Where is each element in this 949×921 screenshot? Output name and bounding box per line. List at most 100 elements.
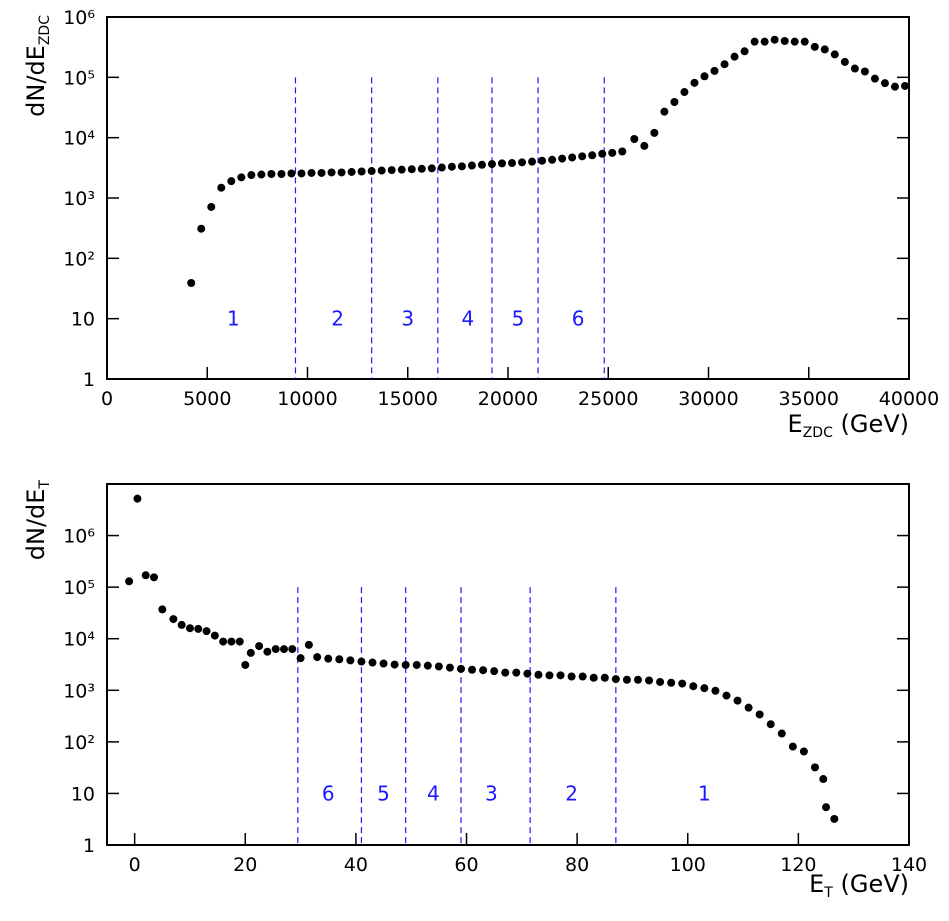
data-point xyxy=(630,135,639,144)
data-point xyxy=(417,164,426,173)
data-point xyxy=(598,149,607,158)
data-point xyxy=(241,660,250,669)
x-tick-label: 40000 xyxy=(879,388,939,410)
data-point xyxy=(133,494,142,503)
region-label: 2 xyxy=(565,781,578,805)
data-point xyxy=(820,45,829,54)
data-point xyxy=(680,88,689,97)
data-point xyxy=(534,670,543,679)
x-tick-label: 140 xyxy=(891,854,927,876)
data-point xyxy=(377,166,386,175)
data-point xyxy=(689,682,698,691)
data-point xyxy=(538,156,547,165)
y-tick-label: 10² xyxy=(63,732,95,754)
data-point xyxy=(288,645,297,654)
data-point xyxy=(227,637,236,646)
data-point xyxy=(645,676,654,685)
data-point xyxy=(640,141,649,150)
data-point xyxy=(390,660,399,669)
data-point xyxy=(690,78,699,87)
data-point xyxy=(600,673,609,682)
x-tick-label: 0 xyxy=(101,388,113,410)
region-label: 4 xyxy=(462,307,475,331)
y-tick-label: 10⁵ xyxy=(63,577,95,599)
data-point xyxy=(169,615,178,624)
data-point xyxy=(700,684,709,693)
data-point xyxy=(722,691,731,700)
region-label: 4 xyxy=(427,781,440,805)
data-point xyxy=(545,671,554,680)
y-tick-label: 10 xyxy=(71,783,95,805)
data-point xyxy=(622,675,631,684)
data-point xyxy=(558,154,567,163)
data-point xyxy=(860,67,869,76)
y-tick-label: 10⁶ xyxy=(63,7,95,29)
x-axis-label-text: E xyxy=(809,870,824,898)
data-point xyxy=(141,571,150,580)
region-label: 3 xyxy=(401,307,414,331)
data-point xyxy=(217,183,226,192)
data-point xyxy=(457,162,466,171)
data-point xyxy=(412,660,421,669)
data-point xyxy=(202,627,211,636)
y-axis-label: dN/dET xyxy=(22,480,53,561)
data-point xyxy=(733,696,742,705)
data-point xyxy=(427,164,436,173)
y-tick-label: 10⁴ xyxy=(63,128,95,150)
data-point xyxy=(227,177,236,186)
data-point xyxy=(304,640,313,649)
data-point xyxy=(407,165,416,174)
data-point xyxy=(548,155,557,164)
data-point xyxy=(207,202,216,211)
data-point xyxy=(327,168,336,177)
data-point xyxy=(900,81,909,90)
data-point xyxy=(611,675,620,684)
region-label: 6 xyxy=(572,307,585,331)
region-label: 5 xyxy=(512,307,525,331)
data-point xyxy=(487,160,496,169)
data-point xyxy=(401,660,410,669)
data-point xyxy=(194,624,203,633)
data-point xyxy=(477,160,486,169)
data-point xyxy=(518,158,527,167)
data-point xyxy=(850,64,859,73)
data-point xyxy=(618,147,627,156)
x-tick-label: 0 xyxy=(129,854,141,876)
data-point xyxy=(588,151,597,160)
y-axis-label-subscript: ZDC xyxy=(37,15,53,45)
data-point xyxy=(660,107,669,116)
data-point xyxy=(870,74,879,83)
x-tick-label: 120 xyxy=(780,854,816,876)
data-point xyxy=(158,605,167,614)
data-point xyxy=(379,659,388,668)
x-axis-label-unit: (GeV) xyxy=(833,870,909,898)
y-axis-label-subscript: T xyxy=(37,480,53,490)
y-tick-label: 10⁴ xyxy=(63,629,95,651)
data-point xyxy=(313,653,322,662)
data-point xyxy=(890,82,899,91)
data-point xyxy=(799,747,808,756)
data-point xyxy=(777,729,786,738)
x-tick-label: 15000 xyxy=(378,388,438,410)
data-point xyxy=(810,763,819,772)
data-point xyxy=(528,157,537,166)
data-point xyxy=(434,662,443,671)
data-point xyxy=(267,169,276,178)
data-point xyxy=(456,664,465,673)
data-point xyxy=(744,703,753,712)
data-point xyxy=(324,654,333,663)
data-point xyxy=(740,47,749,56)
x-axis-label: ET (GeV) xyxy=(809,870,909,901)
data-point xyxy=(633,675,642,684)
data-point xyxy=(710,66,719,75)
data-point xyxy=(788,742,797,751)
data-point xyxy=(257,170,266,179)
data-point xyxy=(445,663,454,672)
x-axis-label-subscript: ZDC xyxy=(803,425,833,441)
data-point xyxy=(357,167,366,176)
data-point xyxy=(667,678,676,687)
data-point xyxy=(650,128,659,137)
data-point xyxy=(346,656,355,665)
data-point xyxy=(840,57,849,66)
